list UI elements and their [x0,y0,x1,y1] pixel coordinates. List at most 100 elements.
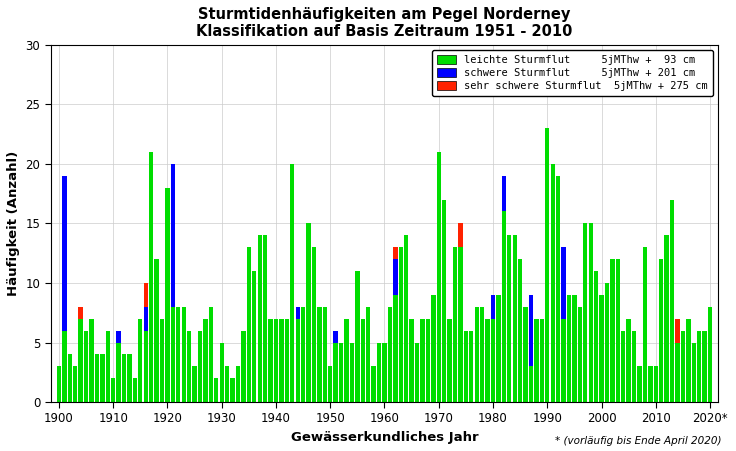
Bar [198,331,202,402]
Bar [665,235,669,402]
Bar [105,331,110,402]
Bar [377,342,381,402]
Bar [420,319,425,402]
Bar [322,307,327,402]
Title: Sturmtidenhäufigkeiten am Pegel Norderney
Klassifikation auf Basis Zeitraum 1951: Sturmtidenhäufigkeiten am Pegel Norderne… [197,7,573,39]
Bar [290,164,294,402]
Bar [589,223,593,402]
Bar [372,366,376,402]
Bar [79,307,83,319]
Bar [236,366,240,402]
Bar [480,307,484,402]
Bar [447,319,452,402]
Bar [366,307,370,402]
Bar [144,307,148,331]
Bar [361,319,365,402]
Bar [475,307,479,402]
Bar [393,295,397,402]
Bar [350,342,354,402]
Bar [502,212,506,402]
Bar [681,331,685,402]
Y-axis label: Häufigkeit (Anzahl): Häufigkeit (Anzahl) [7,151,20,296]
Bar [702,331,707,402]
Bar [317,307,322,402]
Bar [459,247,463,402]
Bar [469,331,473,402]
Bar [459,223,463,247]
Bar [399,247,403,402]
Bar [333,342,338,402]
Bar [247,247,251,402]
Bar [388,307,392,402]
Bar [230,378,235,402]
Bar [512,235,517,402]
Bar [328,366,333,402]
Bar [144,283,148,307]
Bar [219,342,224,402]
Bar [241,331,246,402]
Bar [100,354,105,402]
Bar [263,235,267,402]
Bar [296,319,300,402]
Bar [659,259,663,402]
Bar [68,354,72,402]
Bar [344,319,349,402]
Bar [523,307,528,402]
Bar [160,319,164,402]
Bar [404,235,408,402]
Bar [562,247,566,319]
Bar [182,307,186,402]
Bar [285,319,289,402]
Bar [556,176,560,402]
Bar [57,366,61,402]
Bar [171,307,175,402]
Bar [111,378,116,402]
Bar [312,247,316,402]
Bar [84,331,88,402]
Bar [534,319,539,402]
Bar [545,128,550,402]
Bar [605,283,609,402]
Bar [393,247,397,259]
Bar [626,319,631,402]
Bar [95,354,99,402]
Bar [583,223,587,402]
Bar [144,331,148,402]
Bar [539,319,544,402]
Bar [176,307,180,402]
Bar [415,342,420,402]
Bar [306,223,311,402]
Bar [132,378,137,402]
Bar [442,199,446,402]
Bar [676,319,679,342]
Bar [572,295,576,402]
Bar [203,319,208,402]
Bar [258,235,262,402]
Bar [621,331,626,402]
Text: * (vorläufig bis Ende April 2020): * (vorläufig bis Ende April 2020) [555,437,721,446]
Bar [62,176,66,331]
Bar [155,259,159,402]
Bar [648,366,653,402]
Bar [382,342,386,402]
Bar [127,354,132,402]
Bar [518,259,523,402]
Bar [425,319,430,402]
Bar [122,354,126,402]
Bar [578,307,582,402]
Bar [192,366,197,402]
Bar [491,295,495,319]
Bar [225,366,230,402]
Bar [409,319,414,402]
Bar [279,319,283,402]
Bar [464,331,468,402]
Bar [62,331,66,402]
Bar [116,331,121,342]
Bar [187,331,191,402]
Bar [301,307,305,402]
Bar [171,164,175,307]
Bar [670,199,674,402]
Bar [529,295,533,366]
Bar [567,295,571,402]
Bar [643,247,647,402]
